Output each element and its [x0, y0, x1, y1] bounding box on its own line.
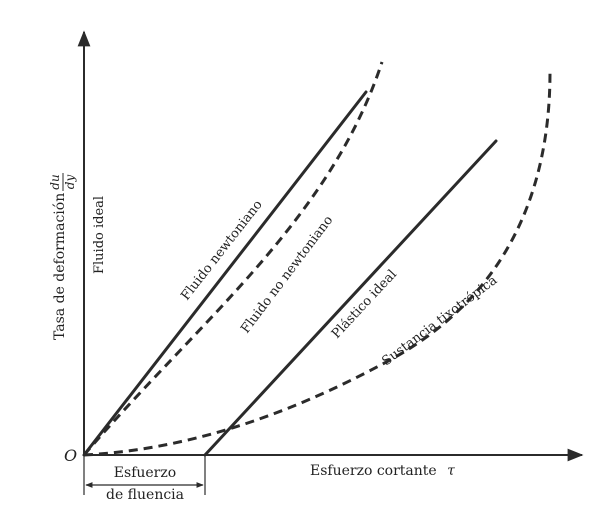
y-axis-symbol-denominator: dy [63, 175, 77, 190]
y-axis-symbol-numerator: du [48, 174, 62, 189]
ideal-fluid-label: Fluido ideal [92, 196, 107, 274]
yield-label-line2: de fluencia [106, 487, 184, 503]
x-axis-label-text: Esfuerzo cortante [310, 463, 437, 479]
non-newtonian-fluid-curve [82, 61, 384, 456]
y-axis-label-text: Tasa de deformación [52, 193, 68, 340]
newtonian-fluid-label: Fluido newtoniano [178, 197, 265, 303]
x-axis-symbol: τ [447, 463, 455, 479]
ideal-plastic-line [203, 139, 498, 457]
thixotropic-substance-curve [83, 71, 552, 457]
x-axis-label: Esfuerzo cortante τ [310, 463, 455, 479]
y-axis-label: Tasa de deformación du dy [48, 173, 77, 340]
newtonian-fluid-line [82, 90, 368, 457]
yield-label-line1: Esfuerzo [114, 465, 176, 481]
ideal-plastic-label: Plástico ideal [329, 267, 400, 342]
origin-label: O [64, 446, 77, 465]
thixotropic-substance-label: Sustancia tixotrópica [379, 273, 500, 369]
